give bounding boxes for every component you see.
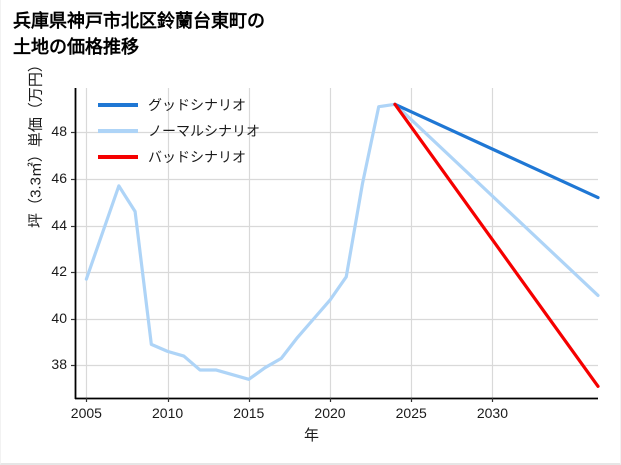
legend-label-2: ノーマルシナリオ xyxy=(148,123,260,139)
gridlines xyxy=(75,88,598,398)
x-tick-label: 2020 xyxy=(314,405,346,421)
tick-marks xyxy=(71,131,494,402)
legend-label-3: バッドシナリオ xyxy=(148,149,246,165)
y-axis-label-wrap: 坪（3.3㎡）単価（万円） xyxy=(25,3,46,283)
y-tick-label: 46 xyxy=(51,169,67,186)
y-tick-label: 42 xyxy=(51,263,67,280)
series-line xyxy=(393,102,600,200)
y-tick-label: 48 xyxy=(51,123,67,140)
x-tick-label: 2030 xyxy=(476,405,508,421)
legend-label-1: グッドシナリオ xyxy=(148,97,246,113)
series-line xyxy=(393,102,600,388)
x-axis-label: 年 xyxy=(303,427,319,444)
x-tick-label: 2010 xyxy=(152,405,184,421)
series-line xyxy=(84,102,600,381)
y-tick-label: 44 xyxy=(51,216,67,233)
y-tick-label: 40 xyxy=(51,309,67,326)
x-tick-label: 2025 xyxy=(395,405,427,421)
axis-spines xyxy=(74,88,598,400)
data-series-group xyxy=(84,102,600,388)
x-tick-label: 2015 xyxy=(233,405,265,421)
y-tick-label: 38 xyxy=(51,356,67,373)
y-axis-label: 坪（3.3㎡）単価（万円） xyxy=(27,57,45,228)
x-tick-label: 2005 xyxy=(70,405,102,421)
legend-swatches xyxy=(98,103,138,159)
page-title: 兵庫県神戸市北区鈴蘭台東町の 土地の価格推移 xyxy=(13,11,265,57)
